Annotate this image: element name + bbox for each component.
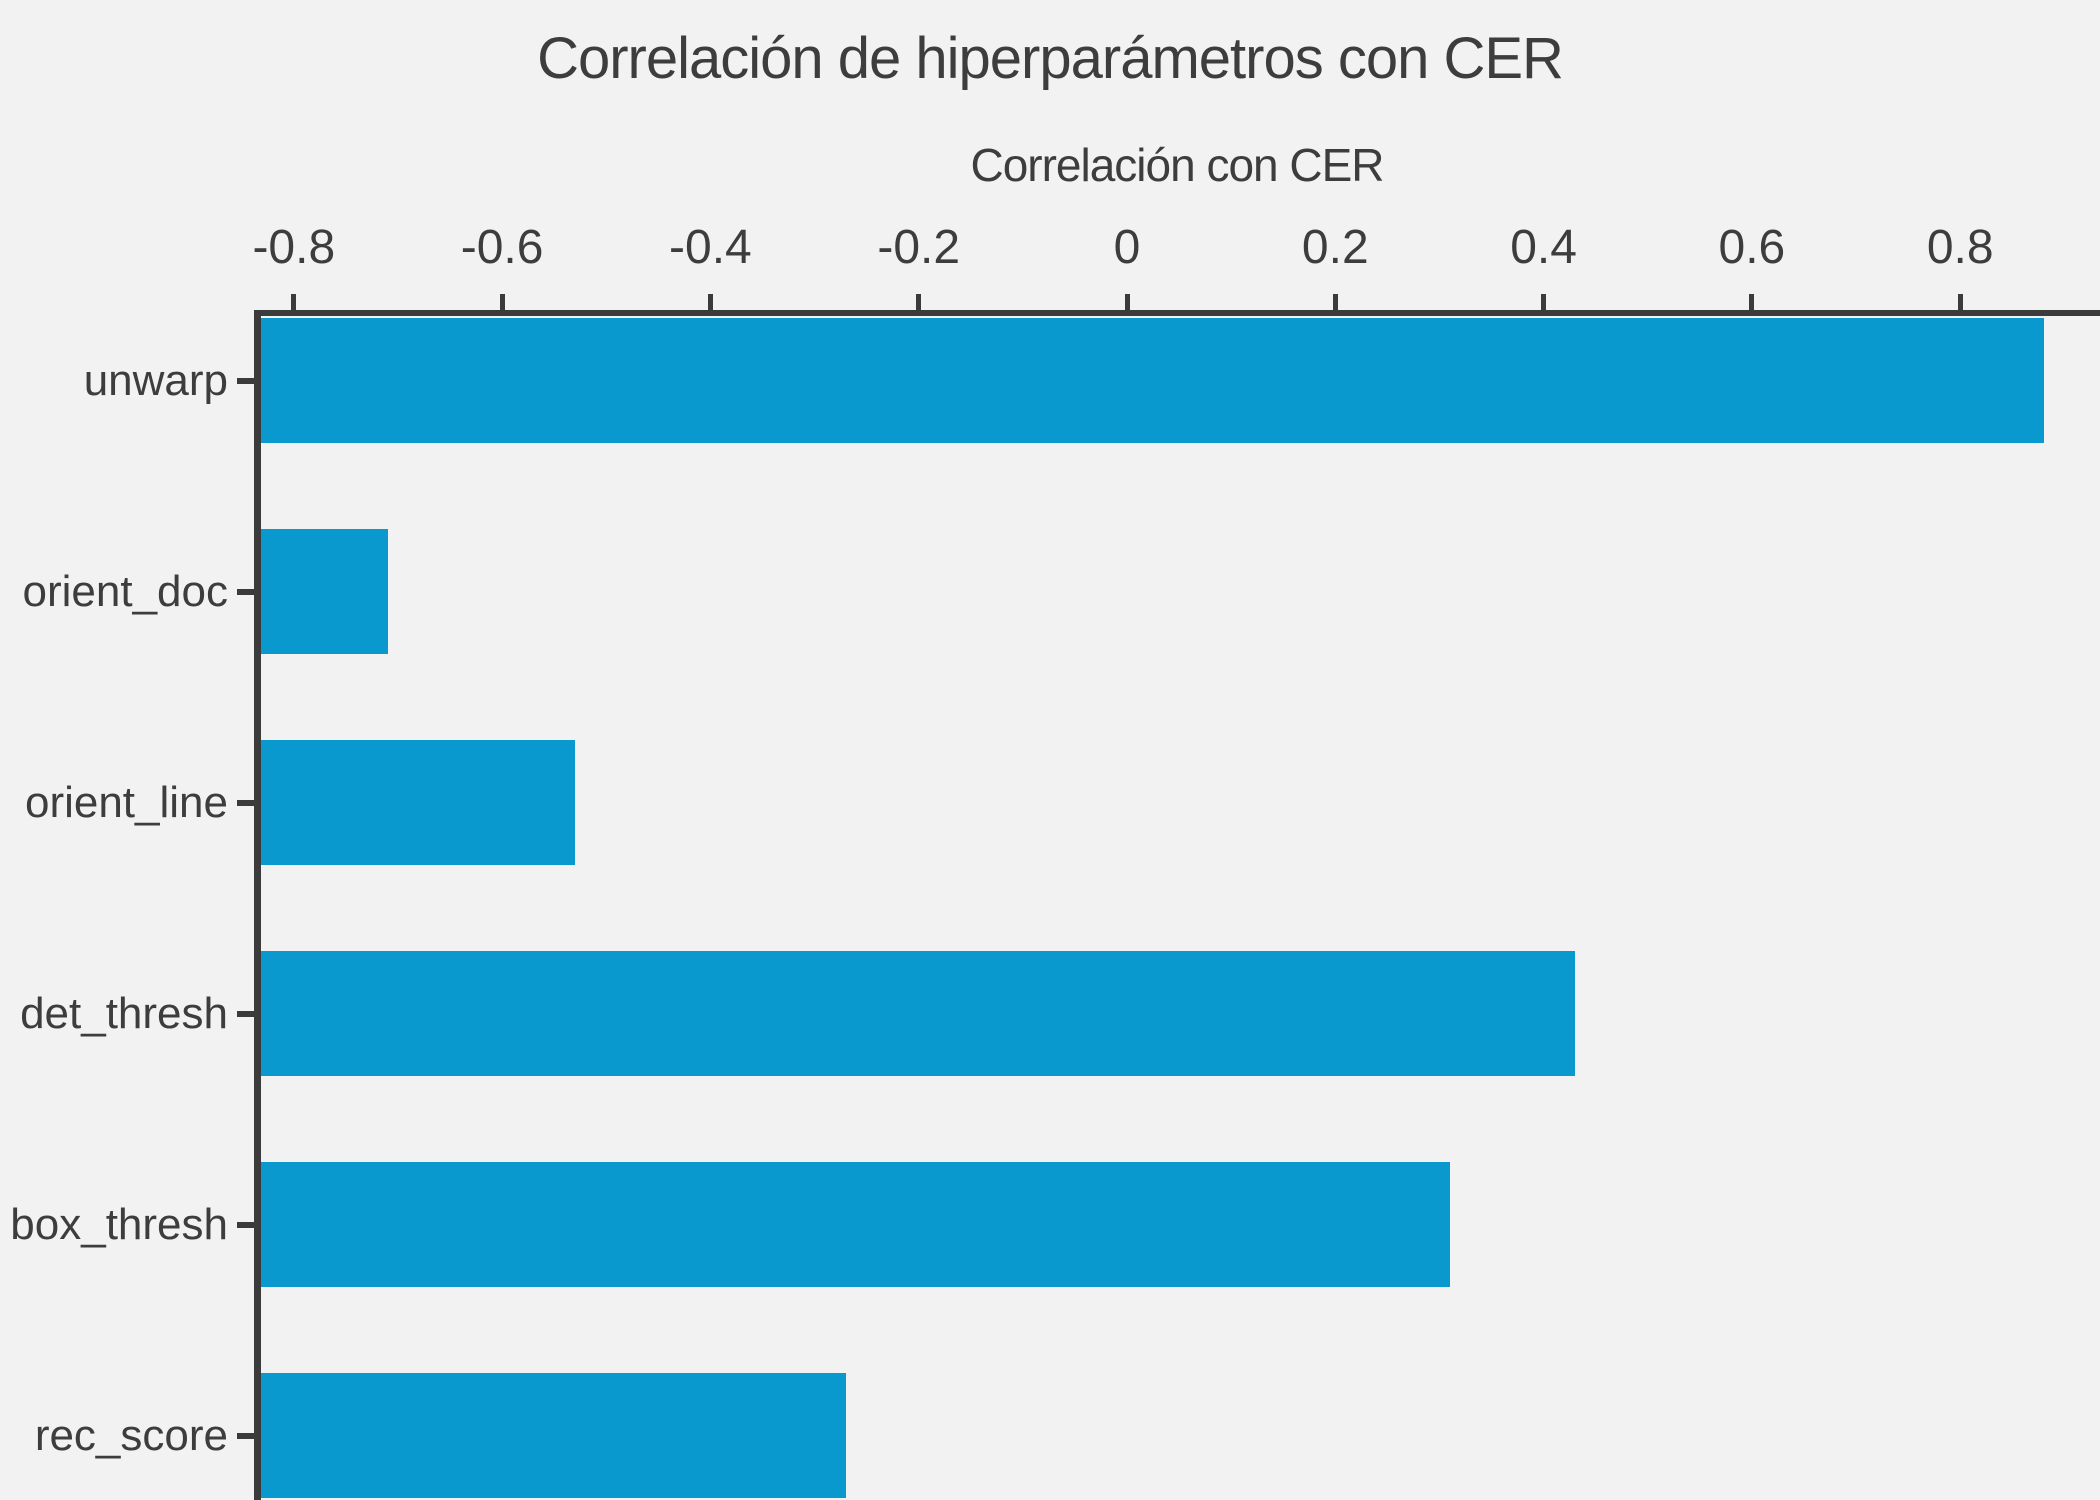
x-axis-label: Correlación con CER xyxy=(970,139,1384,191)
x-tick-label: -0.8 xyxy=(252,221,336,274)
x-tick-label: 0.4 xyxy=(1510,221,1577,274)
top-axis-spine xyxy=(254,310,2100,316)
x-tick-label: -0.2 xyxy=(877,221,961,274)
x-tick-mark xyxy=(707,294,713,310)
x-tick-label: 0 xyxy=(1113,221,1141,274)
y-tick-mark xyxy=(237,799,254,806)
x-tick-mark xyxy=(1124,294,1130,310)
bar-box_thresh xyxy=(261,1162,1450,1287)
y-tick-mark xyxy=(237,1432,254,1439)
x-tick-label: 0.6 xyxy=(1718,221,1786,274)
x-tick-mark xyxy=(916,294,922,310)
y-tick-mark xyxy=(237,1221,254,1228)
y-tick-mark xyxy=(237,1010,254,1017)
y-tick-label-orient_doc: orient_doc xyxy=(22,566,228,616)
x-tick-mark xyxy=(1541,294,1547,310)
x-tick-mark xyxy=(1749,294,1755,310)
bar-orient_line xyxy=(261,740,575,865)
x-tick-label: 0.2 xyxy=(1301,221,1369,274)
y-tick-mark xyxy=(237,377,254,384)
x-tick-label: -0.4 xyxy=(669,221,752,274)
bar-orient_doc xyxy=(261,529,388,654)
bar-unwarp xyxy=(261,318,2044,443)
y-tick-label-box_thresh: box_thresh xyxy=(10,1199,228,1249)
bar-rec_score xyxy=(261,1373,846,1498)
x-tick-mark xyxy=(1332,294,1338,310)
y-tick-label-orient_line: orient_line xyxy=(24,777,228,827)
bar-det_thresh xyxy=(261,951,1575,1076)
y-tick-label-det_thresh: det_thresh xyxy=(20,988,228,1038)
x-tick-label: 0.8 xyxy=(1926,221,1994,274)
x-tick-mark xyxy=(291,294,297,310)
y-tick-mark xyxy=(237,588,254,595)
chart-title: Correlación de hiperparámetros con CER xyxy=(537,26,1564,91)
y-tick-label-rec_score: rec_score xyxy=(34,1410,228,1460)
x-tick-mark xyxy=(499,294,505,310)
x-tick-label: -0.6 xyxy=(460,221,544,274)
y-tick-label-unwarp: unwarp xyxy=(83,355,228,405)
x-tick-mark xyxy=(1957,294,1963,310)
left-axis-spine xyxy=(254,310,261,1500)
